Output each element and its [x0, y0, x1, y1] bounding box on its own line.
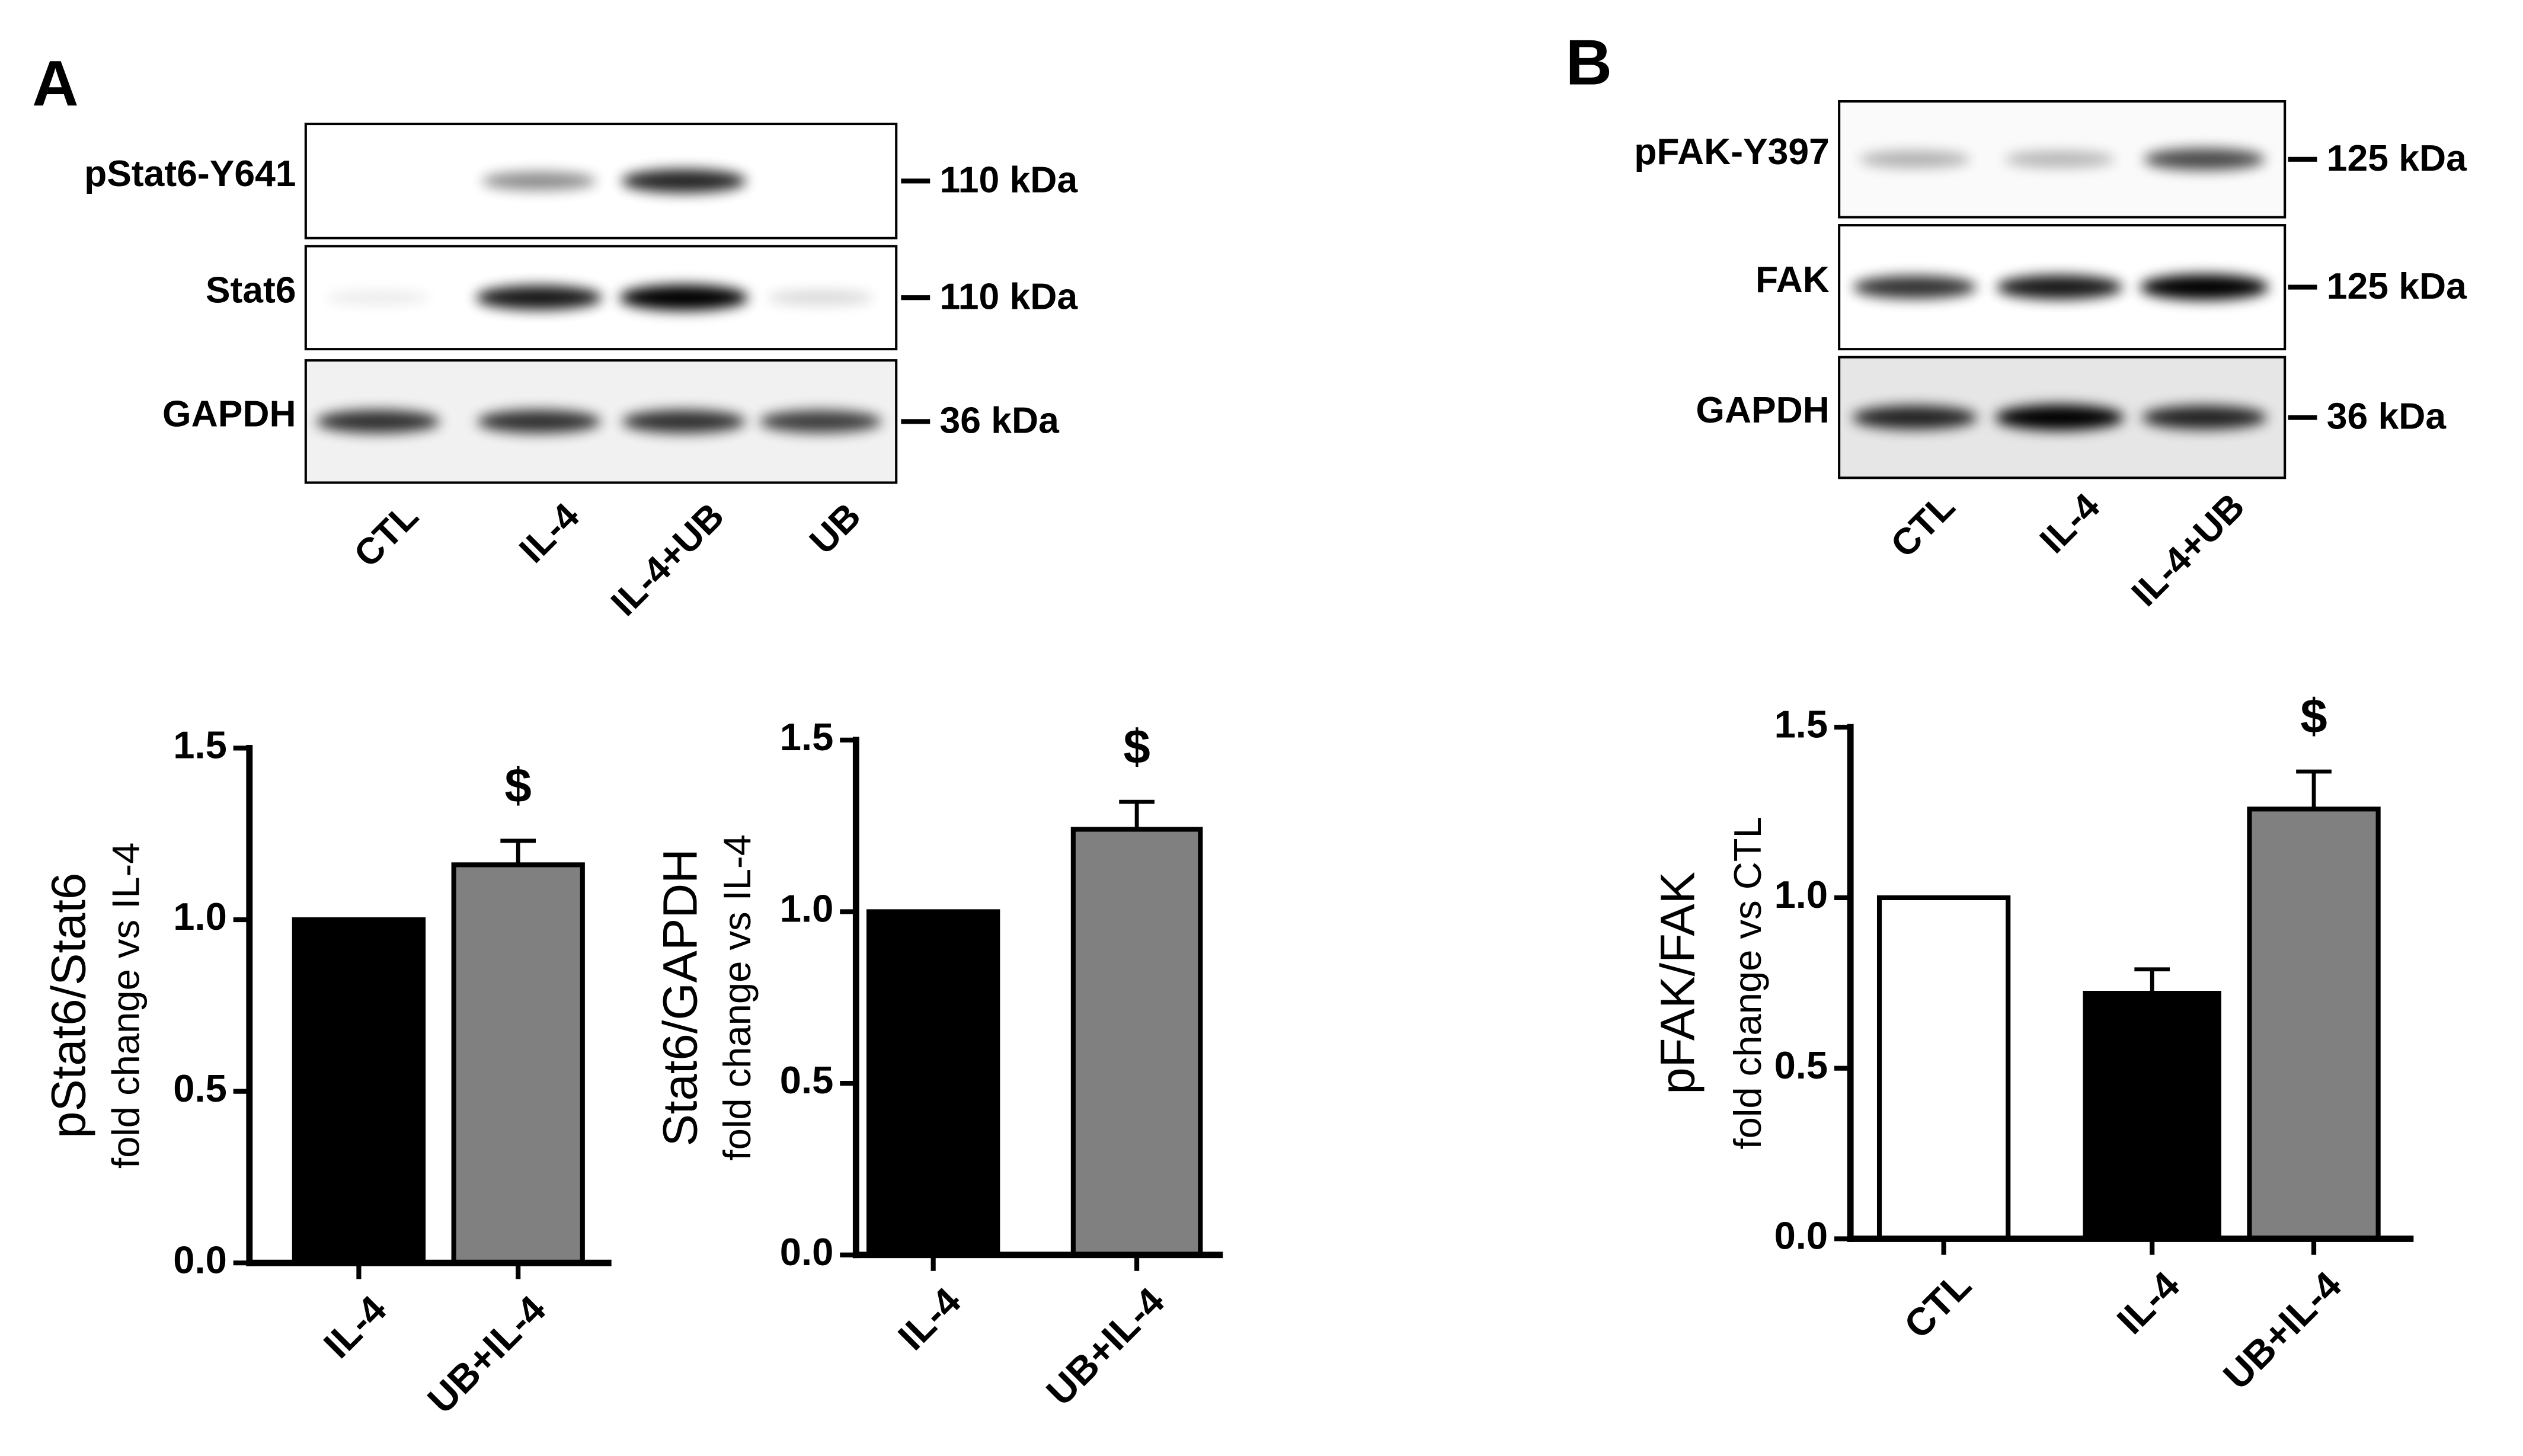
- significance-mark: $: [2300, 690, 2327, 744]
- y-tick-label: 0.5: [173, 1067, 227, 1110]
- size-label: 125 kDa: [2327, 265, 2467, 307]
- blot-row-label: GAPDH: [162, 393, 296, 435]
- blot-band: [481, 171, 597, 191]
- size-label: 110 kDa: [940, 276, 1079, 317]
- blot-row-label: FAK: [1755, 259, 1830, 300]
- blot-band: [767, 290, 874, 305]
- blot-row-label: pFAK-Y397: [1634, 131, 1830, 172]
- blot-band: [759, 410, 882, 433]
- significance-mark: $: [1123, 720, 1150, 774]
- blot-band: [622, 409, 746, 433]
- bar: [2083, 991, 2221, 1241]
- bar: [292, 917, 426, 1266]
- bar: [2247, 807, 2381, 1241]
- y-tick-label: 0.5: [1774, 1044, 1828, 1087]
- blot-row-label: Stat6: [206, 270, 296, 311]
- size-label: 36 kDa: [940, 400, 1060, 441]
- blot-row-label: pStat6-Y641: [84, 153, 296, 194]
- blot-band: [2144, 148, 2265, 171]
- blot-frame: [304, 123, 898, 239]
- size-label: 36 kDa: [2327, 396, 2447, 437]
- y-tick-label: 0.0: [780, 1230, 834, 1273]
- y-axis-sublabel: fold change vs CTL: [1726, 817, 1769, 1149]
- blot-band: [1859, 151, 1971, 168]
- blot-band: [621, 169, 747, 193]
- blot-band: [316, 409, 440, 433]
- y-tick-label: 0.5: [780, 1058, 834, 1102]
- y-tick-label: 1.5: [1774, 702, 1828, 745]
- y-tick-label: 1.0: [780, 887, 834, 930]
- y-tick-label: 0.0: [173, 1238, 227, 1281]
- blot-band: [477, 409, 601, 433]
- y-axis-sublabel: fold change vs IL-4: [715, 834, 759, 1160]
- blot-band: [1852, 405, 1978, 430]
- size-label: 110 kDa: [940, 159, 1079, 201]
- blot-band: [476, 285, 602, 310]
- blot-band: [1995, 404, 2124, 431]
- blot-band: [2142, 405, 2267, 430]
- bar: [1876, 895, 2011, 1241]
- y-tick-label: 1.5: [173, 724, 227, 767]
- y-axis-label: Stat6/GAPDH: [653, 849, 707, 1146]
- blot-band: [619, 284, 749, 311]
- y-axis-sublabel: fold change vs IL-4: [104, 843, 147, 1169]
- size-label: 125 kDa: [2327, 137, 2467, 179]
- panel-letter: A: [32, 48, 78, 120]
- blot-band: [2004, 151, 2115, 168]
- y-axis-label: pStat6/Stat6: [42, 873, 96, 1138]
- y-tick-label: 1.0: [173, 895, 227, 938]
- y-tick-label: 1.5: [780, 715, 834, 759]
- blot-row-label: GAPDH: [1696, 389, 1829, 431]
- bar: [866, 909, 1000, 1257]
- y-tick-label: 0.0: [1774, 1214, 1828, 1257]
- bar: [1070, 827, 1203, 1257]
- bar: [451, 862, 585, 1266]
- panel-letter: B: [1566, 27, 1612, 99]
- y-axis-label: pFAK/FAK: [1651, 872, 1705, 1095]
- blot-band: [1996, 274, 2123, 300]
- y-tick-label: 1.0: [1774, 873, 1828, 916]
- blot-band: [2140, 274, 2269, 300]
- blot-band: [1853, 276, 1977, 299]
- significance-mark: $: [505, 759, 532, 812]
- blot-band: [325, 290, 431, 305]
